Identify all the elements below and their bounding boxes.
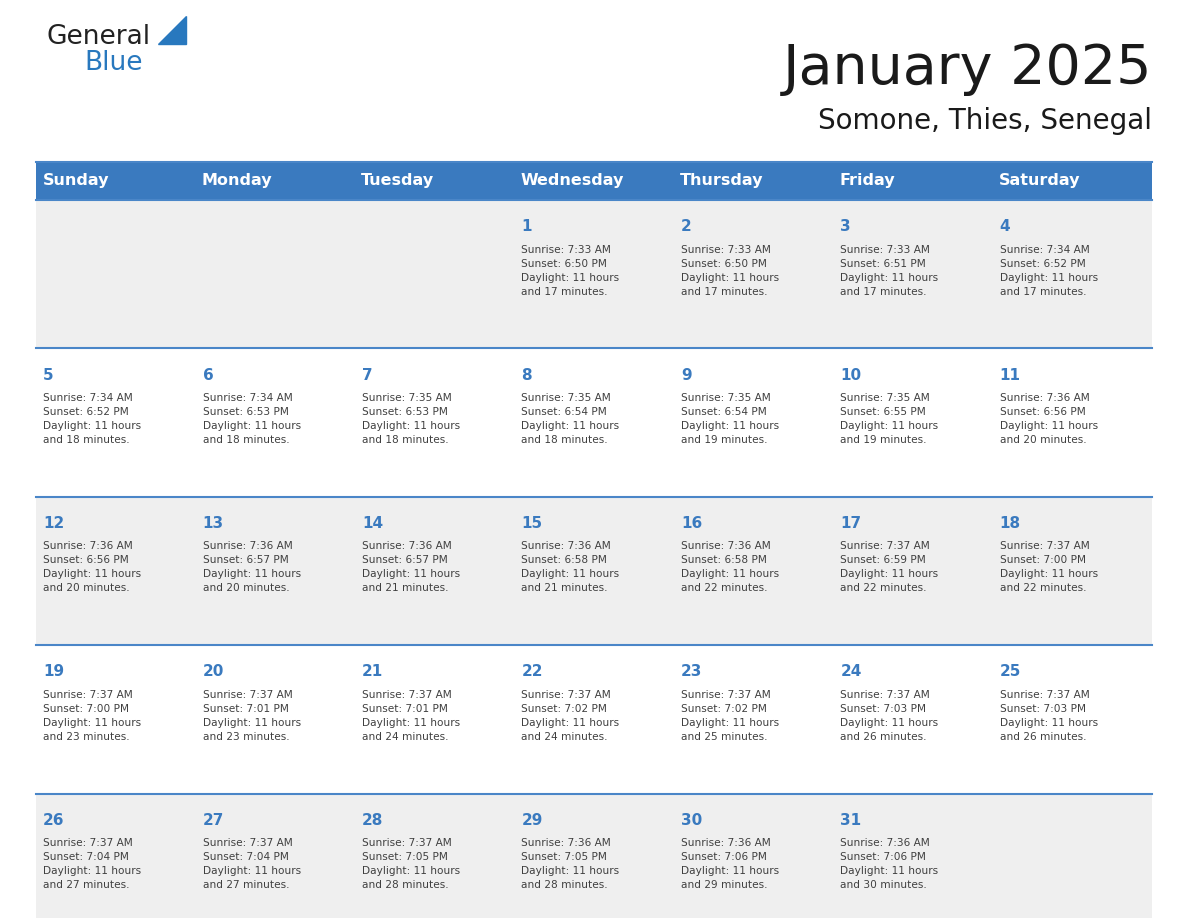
Bar	[36, 793, 1152, 918]
Text: Sunrise: 7:37 AM
Sunset: 7:03 PM
Daylight: 11 hours
and 26 minutes.: Sunrise: 7:37 AM Sunset: 7:03 PM Dayligh…	[840, 689, 939, 742]
Text: Sunrise: 7:36 AM
Sunset: 7:06 PM
Daylight: 11 hours
and 29 minutes.: Sunrise: 7:36 AM Sunset: 7:06 PM Dayligh…	[681, 838, 779, 890]
Text: 14: 14	[362, 516, 384, 532]
Polygon shape	[158, 16, 187, 44]
Text: Sunrise: 7:37 AM
Sunset: 7:05 PM
Daylight: 11 hours
and 28 minutes.: Sunrise: 7:37 AM Sunset: 7:05 PM Dayligh…	[362, 838, 460, 890]
Text: 27: 27	[203, 813, 225, 828]
Bar	[36, 200, 1152, 349]
Text: Monday: Monday	[202, 174, 272, 188]
Text: 7: 7	[362, 368, 373, 383]
Text: Sunrise: 7:36 AM
Sunset: 6:58 PM
Daylight: 11 hours
and 21 minutes.: Sunrise: 7:36 AM Sunset: 6:58 PM Dayligh…	[522, 542, 620, 593]
Text: Sunrise: 7:36 AM
Sunset: 6:57 PM
Daylight: 11 hours
and 21 minutes.: Sunrise: 7:36 AM Sunset: 6:57 PM Dayligh…	[362, 542, 460, 593]
Text: 31: 31	[840, 813, 861, 828]
Text: Sunday: Sunday	[43, 174, 109, 188]
Text: Sunrise: 7:36 AM
Sunset: 6:56 PM
Daylight: 11 hours
and 20 minutes.: Sunrise: 7:36 AM Sunset: 6:56 PM Dayligh…	[43, 542, 141, 593]
Text: Sunrise: 7:37 AM
Sunset: 7:04 PM
Daylight: 11 hours
and 27 minutes.: Sunrise: 7:37 AM Sunset: 7:04 PM Dayligh…	[43, 838, 141, 890]
Text: Thursday: Thursday	[680, 174, 764, 188]
Text: Sunrise: 7:36 AM
Sunset: 7:06 PM
Daylight: 11 hours
and 30 minutes.: Sunrise: 7:36 AM Sunset: 7:06 PM Dayligh…	[840, 838, 939, 890]
Text: Sunrise: 7:37 AM
Sunset: 7:00 PM
Daylight: 11 hours
and 22 minutes.: Sunrise: 7:37 AM Sunset: 7:00 PM Dayligh…	[1000, 542, 1098, 593]
Text: Saturday: Saturday	[999, 174, 1080, 188]
Text: 29: 29	[522, 813, 543, 828]
Text: Somone, Thies, Senegal: Somone, Thies, Senegal	[819, 107, 1152, 135]
Text: 10: 10	[840, 368, 861, 383]
Text: Sunrise: 7:37 AM
Sunset: 7:01 PM
Daylight: 11 hours
and 24 minutes.: Sunrise: 7:37 AM Sunset: 7:01 PM Dayligh…	[362, 689, 460, 742]
Text: General: General	[46, 24, 150, 50]
Text: Sunrise: 7:35 AM
Sunset: 6:53 PM
Daylight: 11 hours
and 18 minutes.: Sunrise: 7:35 AM Sunset: 6:53 PM Dayligh…	[362, 393, 460, 445]
Text: 9: 9	[681, 368, 691, 383]
Text: Sunrise: 7:37 AM
Sunset: 7:00 PM
Daylight: 11 hours
and 23 minutes.: Sunrise: 7:37 AM Sunset: 7:00 PM Dayligh…	[43, 689, 141, 742]
Text: 24: 24	[840, 665, 861, 679]
Text: Sunrise: 7:34 AM
Sunset: 6:52 PM
Daylight: 11 hours
and 18 minutes.: Sunrise: 7:34 AM Sunset: 6:52 PM Dayligh…	[43, 393, 141, 445]
Text: 16: 16	[681, 516, 702, 532]
Text: January 2025: January 2025	[783, 42, 1152, 96]
Text: 23: 23	[681, 665, 702, 679]
Text: 26: 26	[43, 813, 64, 828]
Text: 30: 30	[681, 813, 702, 828]
Text: 18: 18	[1000, 516, 1020, 532]
Text: 6: 6	[203, 368, 214, 383]
Text: 15: 15	[522, 516, 543, 532]
Text: Sunrise: 7:37 AM
Sunset: 7:02 PM
Daylight: 11 hours
and 25 minutes.: Sunrise: 7:37 AM Sunset: 7:02 PM Dayligh…	[681, 689, 779, 742]
Text: 22: 22	[522, 665, 543, 679]
Text: Sunrise: 7:35 AM
Sunset: 6:54 PM
Daylight: 11 hours
and 18 minutes.: Sunrise: 7:35 AM Sunset: 6:54 PM Dayligh…	[522, 393, 620, 445]
Text: 25: 25	[1000, 665, 1022, 679]
Text: 1: 1	[522, 219, 532, 234]
Text: 5: 5	[43, 368, 53, 383]
Text: Wednesday: Wednesday	[520, 174, 624, 188]
Bar	[36, 162, 1152, 200]
Text: 21: 21	[362, 665, 384, 679]
Text: Sunrise: 7:37 AM
Sunset: 7:02 PM
Daylight: 11 hours
and 24 minutes.: Sunrise: 7:37 AM Sunset: 7:02 PM Dayligh…	[522, 689, 620, 742]
Text: 8: 8	[522, 368, 532, 383]
Text: Sunrise: 7:37 AM
Sunset: 7:04 PM
Daylight: 11 hours
and 27 minutes.: Sunrise: 7:37 AM Sunset: 7:04 PM Dayligh…	[203, 838, 301, 890]
Text: Sunrise: 7:36 AM
Sunset: 6:58 PM
Daylight: 11 hours
and 22 minutes.: Sunrise: 7:36 AM Sunset: 6:58 PM Dayligh…	[681, 542, 779, 593]
Text: 4: 4	[1000, 219, 1010, 234]
Text: 17: 17	[840, 516, 861, 532]
Text: Sunrise: 7:36 AM
Sunset: 6:56 PM
Daylight: 11 hours
and 20 minutes.: Sunrise: 7:36 AM Sunset: 6:56 PM Dayligh…	[1000, 393, 1098, 445]
Text: 19: 19	[43, 665, 64, 679]
Text: 2: 2	[681, 219, 691, 234]
Text: Friday: Friday	[840, 174, 895, 188]
Text: Sunrise: 7:34 AM
Sunset: 6:53 PM
Daylight: 11 hours
and 18 minutes.: Sunrise: 7:34 AM Sunset: 6:53 PM Dayligh…	[203, 393, 301, 445]
Text: Sunrise: 7:35 AM
Sunset: 6:54 PM
Daylight: 11 hours
and 19 minutes.: Sunrise: 7:35 AM Sunset: 6:54 PM Dayligh…	[681, 393, 779, 445]
Text: Blue: Blue	[84, 50, 143, 76]
Text: Tuesday: Tuesday	[361, 174, 435, 188]
Text: Sunrise: 7:33 AM
Sunset: 6:50 PM
Daylight: 11 hours
and 17 minutes.: Sunrise: 7:33 AM Sunset: 6:50 PM Dayligh…	[522, 244, 620, 297]
Bar	[36, 645, 1152, 793]
Bar	[36, 349, 1152, 497]
Text: Sunrise: 7:37 AM
Sunset: 7:03 PM
Daylight: 11 hours
and 26 minutes.: Sunrise: 7:37 AM Sunset: 7:03 PM Dayligh…	[1000, 689, 1098, 742]
Text: Sunrise: 7:35 AM
Sunset: 6:55 PM
Daylight: 11 hours
and 19 minutes.: Sunrise: 7:35 AM Sunset: 6:55 PM Dayligh…	[840, 393, 939, 445]
Text: Sunrise: 7:36 AM
Sunset: 7:05 PM
Daylight: 11 hours
and 28 minutes.: Sunrise: 7:36 AM Sunset: 7:05 PM Dayligh…	[522, 838, 620, 890]
Text: 28: 28	[362, 813, 384, 828]
Text: Sunrise: 7:36 AM
Sunset: 6:57 PM
Daylight: 11 hours
and 20 minutes.: Sunrise: 7:36 AM Sunset: 6:57 PM Dayligh…	[203, 542, 301, 593]
Text: 20: 20	[203, 665, 225, 679]
Bar	[36, 497, 1152, 645]
Text: 11: 11	[1000, 368, 1020, 383]
Text: Sunrise: 7:33 AM
Sunset: 6:51 PM
Daylight: 11 hours
and 17 minutes.: Sunrise: 7:33 AM Sunset: 6:51 PM Dayligh…	[840, 244, 939, 297]
Text: Sunrise: 7:37 AM
Sunset: 6:59 PM
Daylight: 11 hours
and 22 minutes.: Sunrise: 7:37 AM Sunset: 6:59 PM Dayligh…	[840, 542, 939, 593]
Text: Sunrise: 7:33 AM
Sunset: 6:50 PM
Daylight: 11 hours
and 17 minutes.: Sunrise: 7:33 AM Sunset: 6:50 PM Dayligh…	[681, 244, 779, 297]
Text: 12: 12	[43, 516, 64, 532]
Text: Sunrise: 7:37 AM
Sunset: 7:01 PM
Daylight: 11 hours
and 23 minutes.: Sunrise: 7:37 AM Sunset: 7:01 PM Dayligh…	[203, 689, 301, 742]
Text: Sunrise: 7:34 AM
Sunset: 6:52 PM
Daylight: 11 hours
and 17 minutes.: Sunrise: 7:34 AM Sunset: 6:52 PM Dayligh…	[1000, 244, 1098, 297]
Text: 3: 3	[840, 219, 851, 234]
Text: 13: 13	[203, 516, 223, 532]
